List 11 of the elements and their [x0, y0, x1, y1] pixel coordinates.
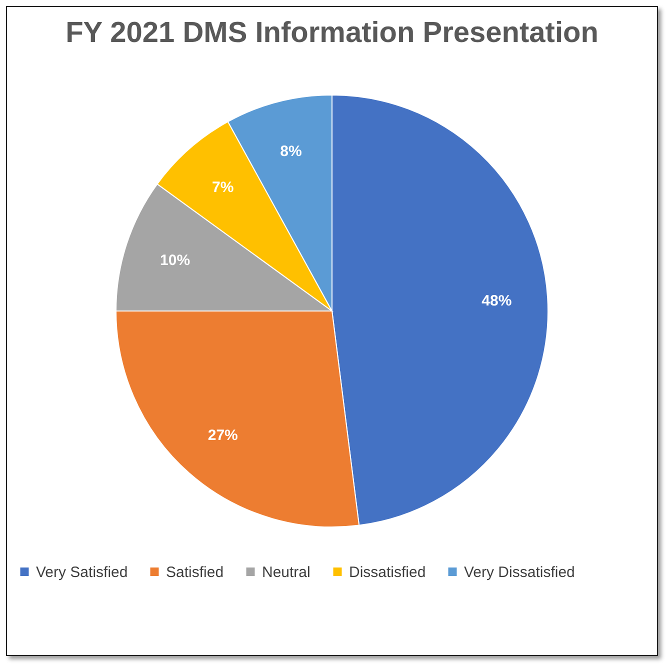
- data-label: 27%: [208, 426, 238, 444]
- legend-label: Dissatisfied: [349, 564, 426, 581]
- legend-label: Neutral: [262, 564, 310, 581]
- chart-title: FY 2021 DMS Information Presentation: [66, 17, 598, 49]
- data-label: 10%: [160, 252, 190, 270]
- legend-label: Very Satisfied: [36, 564, 128, 581]
- data-label: 7%: [212, 179, 234, 196]
- legend-label: Very Dissatisfied: [464, 564, 575, 581]
- data-label: 48%: [482, 292, 512, 310]
- legend-label: Satisfied: [166, 564, 224, 581]
- data-label: 8%: [280, 143, 302, 160]
